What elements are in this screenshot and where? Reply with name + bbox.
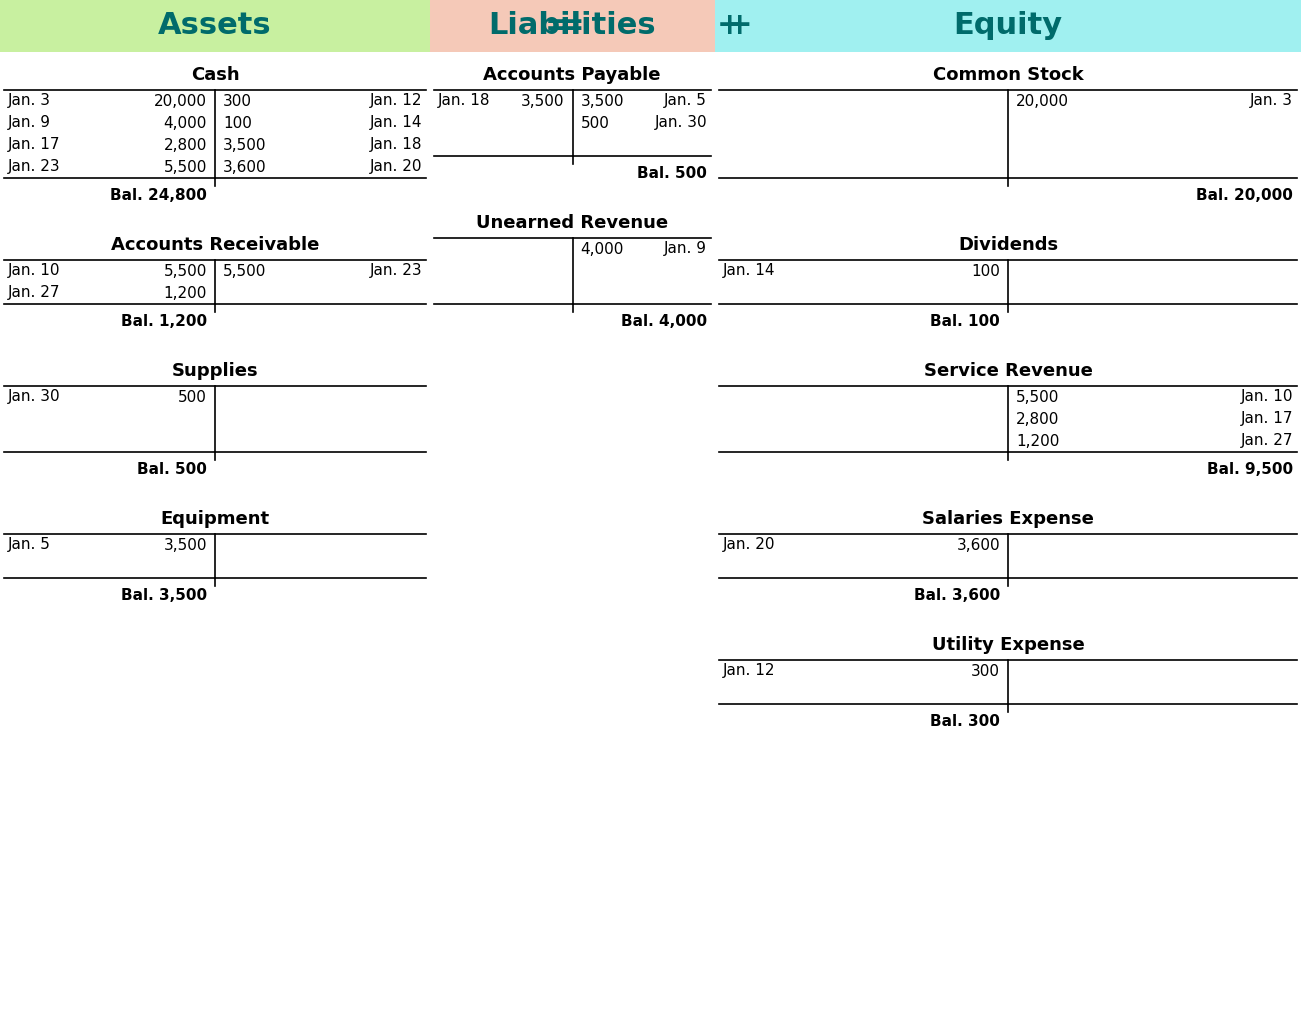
Text: =: =	[545, 11, 570, 41]
Text: Service Revenue: Service Revenue	[924, 362, 1093, 380]
Text: Jan. 27: Jan. 27	[1240, 434, 1293, 448]
Text: Jan. 10: Jan. 10	[1240, 390, 1293, 404]
Text: Assets: Assets	[159, 11, 272, 41]
Text: Jan. 18: Jan. 18	[369, 137, 422, 152]
Text: Jan. 23: Jan. 23	[369, 264, 422, 278]
Text: Bal. 1,200: Bal. 1,200	[121, 314, 207, 329]
Text: 3,500: 3,500	[580, 93, 624, 108]
Text: +: +	[717, 11, 743, 41]
Bar	[431, 0, 716, 52]
Text: Jan. 30: Jan. 30	[654, 116, 706, 131]
Text: Jan. 12: Jan. 12	[369, 93, 422, 108]
Text: 4,000: 4,000	[164, 116, 207, 131]
Text: 4,000: 4,000	[580, 241, 624, 257]
Text: Jan. 20: Jan. 20	[723, 537, 775, 552]
Bar	[0, 0, 431, 52]
Text: 20,000: 20,000	[1016, 93, 1069, 108]
Text: Bal. 3,500: Bal. 3,500	[121, 588, 207, 604]
Text: =: =	[559, 11, 585, 41]
Text: Bal. 100: Bal. 100	[930, 314, 1000, 329]
Text: 3,600: 3,600	[956, 537, 1000, 552]
Text: Liabilities: Liabilities	[488, 11, 656, 41]
Text: Supplies: Supplies	[172, 362, 259, 380]
Text: Jan. 18: Jan. 18	[438, 93, 490, 108]
Text: 500: 500	[178, 390, 207, 404]
Text: Jan. 12: Jan. 12	[723, 664, 775, 678]
Text: 500: 500	[580, 116, 609, 131]
Text: 300: 300	[971, 664, 1000, 678]
Text: Equity: Equity	[954, 11, 1063, 41]
Text: +: +	[727, 11, 753, 41]
Text: Bal. 500: Bal. 500	[637, 167, 706, 181]
Text: Bal. 24,800: Bal. 24,800	[111, 188, 207, 204]
Text: Utility Expense: Utility Expense	[932, 636, 1084, 654]
Text: Bal. 4,000: Bal. 4,000	[621, 314, 706, 329]
Text: 5,500: 5,500	[1016, 390, 1059, 404]
Text: Jan. 9: Jan. 9	[8, 116, 51, 131]
Text: 3,600: 3,600	[222, 160, 267, 175]
Text: 5,500: 5,500	[164, 160, 207, 175]
Text: Jan. 27: Jan. 27	[8, 285, 61, 301]
Text: 100: 100	[971, 264, 1000, 278]
Text: Jan. 9: Jan. 9	[664, 241, 706, 257]
Text: Bal. 500: Bal. 500	[137, 462, 207, 478]
Text: Accounts Receivable: Accounts Receivable	[111, 236, 319, 254]
Text: Bal. 9,500: Bal. 9,500	[1207, 462, 1293, 478]
Text: Jan. 14: Jan. 14	[723, 264, 775, 278]
Text: 2,800: 2,800	[164, 137, 207, 152]
Text: Jan. 20: Jan. 20	[369, 160, 422, 175]
Text: Dividends: Dividends	[958, 236, 1058, 254]
Text: Jan. 23: Jan. 23	[8, 160, 61, 175]
Text: Unearned Revenue: Unearned Revenue	[476, 214, 667, 232]
Text: Jan. 5: Jan. 5	[8, 537, 51, 552]
Text: Jan. 3: Jan. 3	[1250, 93, 1293, 108]
Text: Equipment: Equipment	[160, 510, 269, 528]
Text: 3,500: 3,500	[164, 537, 207, 552]
Text: 3,500: 3,500	[222, 137, 267, 152]
Text: Bal. 3,600: Bal. 3,600	[913, 588, 1000, 604]
Text: Jan. 14: Jan. 14	[369, 116, 422, 131]
Text: Jan. 3: Jan. 3	[8, 93, 51, 108]
Text: 5,500: 5,500	[222, 264, 267, 278]
Text: Cash: Cash	[191, 66, 239, 84]
Text: Jan. 30: Jan. 30	[8, 390, 61, 404]
Text: 5,500: 5,500	[164, 264, 207, 278]
Text: 100: 100	[222, 116, 252, 131]
Text: 20,000: 20,000	[154, 93, 207, 108]
Text: 1,200: 1,200	[1016, 434, 1059, 448]
Text: Bal. 20,000: Bal. 20,000	[1196, 188, 1293, 204]
Text: Jan. 10: Jan. 10	[8, 264, 61, 278]
Bar	[716, 0, 1301, 52]
Text: 2,800: 2,800	[1016, 411, 1059, 427]
Text: Accounts Payable: Accounts Payable	[483, 66, 661, 84]
Text: 1,200: 1,200	[164, 285, 207, 301]
Text: Jan. 17: Jan. 17	[8, 137, 61, 152]
Text: 300: 300	[222, 93, 252, 108]
Text: 3,500: 3,500	[520, 93, 565, 108]
Text: Common Stock: Common Stock	[933, 66, 1084, 84]
Text: Salaries Expense: Salaries Expense	[922, 510, 1094, 528]
Text: Bal. 300: Bal. 300	[930, 714, 1000, 729]
Text: Jan. 17: Jan. 17	[1240, 411, 1293, 427]
Text: Jan. 5: Jan. 5	[664, 93, 706, 108]
